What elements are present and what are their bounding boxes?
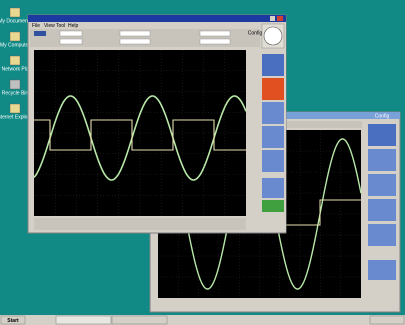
button[interactable]: [262, 54, 284, 76]
button[interactable]: [368, 124, 396, 146]
desktop-icon[interactable]: [10, 56, 20, 65]
icon-label: Recycle Bin: [2, 90, 29, 96]
menu-item[interactable]: File: [32, 23, 40, 29]
menu-item[interactable]: Tool: [56, 23, 65, 29]
menu-item[interactable]: View: [44, 23, 55, 29]
button[interactable]: [368, 149, 396, 171]
icon-label: My Computer: [0, 42, 30, 48]
button[interactable]: [262, 150, 284, 172]
button[interactable]: [262, 200, 284, 212]
desktop-icon[interactable]: [10, 32, 20, 41]
desktop-icon[interactable]: [10, 8, 20, 17]
button[interactable]: [368, 260, 396, 280]
button[interactable]: [368, 224, 396, 246]
task-button[interactable]: [112, 316, 167, 324]
desktop-icon[interactable]: [10, 104, 20, 113]
desktop-icon[interactable]: [10, 80, 20, 89]
config-label: Config: [248, 30, 263, 36]
button[interactable]: [262, 178, 284, 198]
menu-item[interactable]: Help: [68, 23, 79, 29]
button[interactable]: [262, 102, 284, 124]
button[interactable]: [262, 78, 284, 100]
config-label: Config: [375, 113, 390, 119]
task-button[interactable]: [56, 316, 111, 324]
screen: My DocumentsMy ComputerMy Network Places…: [0, 0, 405, 325]
icon-label: My Documents: [0, 18, 32, 24]
button[interactable]: [368, 174, 396, 196]
start-label: Start: [7, 318, 19, 324]
button[interactable]: [368, 199, 396, 221]
tray: [370, 316, 404, 324]
button[interactable]: [262, 126, 284, 148]
